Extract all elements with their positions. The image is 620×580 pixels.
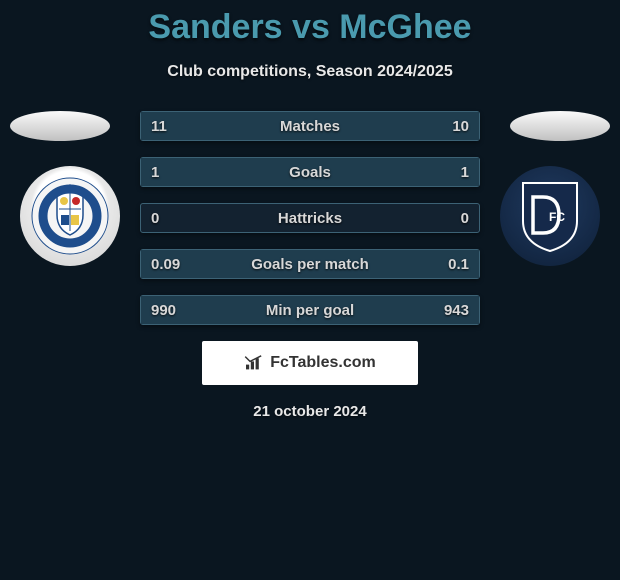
stat-value-right: 1 bbox=[461, 158, 469, 188]
page-title: Sanders vs McGhee bbox=[0, 0, 620, 47]
watermark: FcTables.com bbox=[202, 341, 418, 385]
stat-row: 11 Matches 10 bbox=[140, 111, 480, 141]
club-logo-right: FC bbox=[500, 166, 600, 266]
stat-label: Goals per match bbox=[141, 250, 479, 280]
stat-value-right: 10 bbox=[452, 112, 469, 142]
stjohnstone-crest-icon bbox=[31, 177, 109, 255]
comparison-panel: FC 11 Matches 10 1 Goals 1 0 Hattricks 0 bbox=[0, 111, 620, 420]
player-photo-left bbox=[10, 111, 110, 141]
stat-value-right: 943 bbox=[444, 296, 469, 326]
svg-text:FC: FC bbox=[549, 210, 565, 224]
club-logo-left bbox=[20, 166, 120, 266]
stat-label: Min per goal bbox=[141, 296, 479, 326]
dundee-crest-icon: FC bbox=[519, 179, 581, 253]
stat-label: Matches bbox=[141, 112, 479, 142]
stat-row: 990 Min per goal 943 bbox=[140, 295, 480, 325]
watermark-text: FcTables.com bbox=[270, 354, 376, 372]
bar-chart-icon bbox=[244, 355, 264, 371]
player-photo-right bbox=[510, 111, 610, 141]
stat-row: 0.09 Goals per match 0.1 bbox=[140, 249, 480, 279]
subtitle: Club competitions, Season 2024/2025 bbox=[0, 63, 620, 81]
stat-row: 0 Hattricks 0 bbox=[140, 203, 480, 233]
stat-value-right: 0 bbox=[461, 204, 469, 234]
stat-row: 1 Goals 1 bbox=[140, 157, 480, 187]
date-label: 21 october 2024 bbox=[0, 403, 620, 420]
stat-value-right: 0.1 bbox=[448, 250, 469, 280]
stats-table: 11 Matches 10 1 Goals 1 0 Hattricks 0 0.… bbox=[140, 111, 480, 325]
stat-label: Goals bbox=[141, 158, 479, 188]
stat-label: Hattricks bbox=[141, 204, 479, 234]
